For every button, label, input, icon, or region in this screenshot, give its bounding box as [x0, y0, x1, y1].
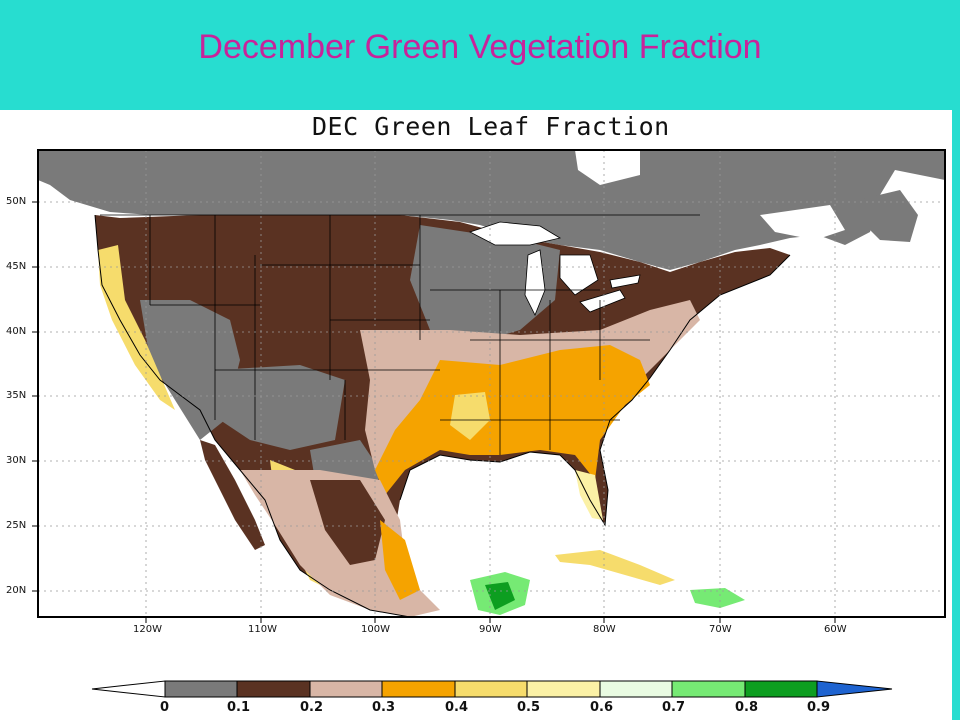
lon-tick-label: 90W [479, 624, 502, 635]
lat-tick-label: 50N [6, 196, 27, 207]
hispaniola [690, 588, 745, 608]
colorbar-label: 0.1 [227, 700, 251, 715]
lon-tick-label: 80W [593, 624, 616, 635]
lake-ontario [609, 274, 641, 289]
lat-tick-label: 35N [6, 390, 27, 401]
lat-tick-label: 40N [6, 326, 27, 337]
colorbar-label: 0.8 [735, 700, 759, 715]
lat-tick-label: 25N [6, 520, 27, 531]
lat-tick-label: 30N [6, 455, 27, 466]
state-boundaries [100, 214, 700, 455]
page-title: December Green Vegetation Fraction [198, 28, 762, 66]
lon-tick-label: 70W [709, 624, 732, 635]
lat-tick-label: 45N [6, 261, 27, 272]
lon-tick-label: 100W [361, 624, 390, 635]
colorbar [91, 680, 893, 698]
map-title: DEC Green Leaf Fraction [312, 112, 670, 141]
mexico-interior-brown [310, 480, 385, 565]
florida-yellow [575, 470, 603, 520]
colorbar-label: 0.5 [517, 700, 541, 715]
lon-tick-label: 60W [824, 624, 847, 635]
colorbar-arrow-left [91, 680, 166, 698]
gulf-st-lawrence [760, 205, 845, 240]
colorbar-arrow-right [816, 680, 893, 698]
colorbar-box-3 [381, 680, 456, 698]
colorbar-box-8 [744, 680, 818, 698]
colorbar-box-7 [671, 680, 746, 698]
colorbar-label: 0.9 [807, 700, 831, 715]
canada-landmass [38, 150, 945, 270]
lake-michigan [524, 249, 546, 316]
colorbar-label: 0.6 [590, 700, 614, 715]
southwest-gray [215, 365, 345, 450]
mexico-orange [380, 520, 420, 600]
colorbar-label: 0.3 [372, 700, 396, 715]
lon-tick-label: 110W [248, 624, 277, 635]
newfoundland [858, 190, 918, 242]
plains-gray [410, 225, 560, 345]
graticule [38, 150, 945, 617]
southeast-yellow [450, 392, 490, 440]
map-frame [37, 149, 946, 618]
colorbar-label: 0 [160, 700, 170, 715]
yucatan-green [485, 582, 515, 610]
header-banner: December Green Vegetation Fraction [0, 0, 960, 110]
colorbar-box-6 [599, 680, 673, 698]
hudson-bay [575, 150, 640, 185]
baja-california [200, 440, 265, 550]
colorbar-box-1 [236, 680, 311, 698]
colorbar-box-4 [454, 680, 528, 698]
decorative-side-strip [952, 110, 960, 720]
colorbar-label: 0.2 [300, 700, 324, 715]
colorbar-label: 0.4 [445, 700, 469, 715]
cuba [555, 550, 675, 585]
axis-ticks [32, 201, 836, 623]
lake-superior [468, 221, 562, 246]
coastline [94, 214, 791, 617]
colorbar-box-2 [309, 680, 383, 698]
colorbar-label: 0.7 [662, 700, 686, 715]
colorbar-box-5 [526, 680, 601, 698]
lat-tick-label: 20N [6, 585, 27, 596]
lon-tick-label: 120W [133, 624, 162, 635]
lake-huron [559, 254, 599, 296]
colorbar-box-0 [164, 680, 238, 698]
pacific-coast-yellow [98, 245, 175, 410]
lake-erie [579, 289, 626, 313]
